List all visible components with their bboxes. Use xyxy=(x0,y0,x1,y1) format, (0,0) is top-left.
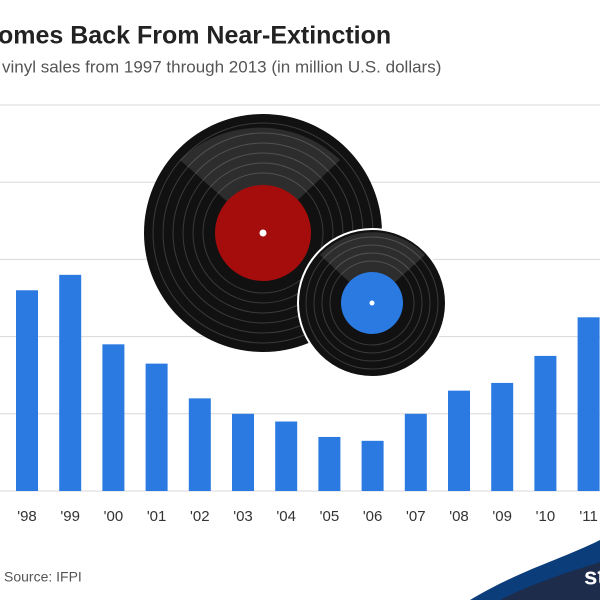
x-tick-label: '10 xyxy=(536,508,556,525)
bar xyxy=(404,413,427,491)
x-tick-label: '07 xyxy=(406,508,426,525)
bar xyxy=(534,355,557,491)
records-illustration xyxy=(144,114,447,378)
bar xyxy=(577,317,600,491)
x-tick-label: '01 xyxy=(147,508,167,525)
x-tick-label: '05 xyxy=(320,508,340,525)
x-tick-label: '06 xyxy=(363,508,383,525)
logo-band xyxy=(500,562,600,600)
chart-title: omes Back From Near-Extinction xyxy=(0,22,391,50)
bar xyxy=(275,421,298,491)
bar xyxy=(491,382,514,491)
x-tick-label: '00 xyxy=(104,508,124,525)
bar xyxy=(59,274,82,491)
bar xyxy=(145,363,168,491)
record-small-hole xyxy=(369,300,375,306)
bar xyxy=(188,398,211,491)
bars xyxy=(16,274,600,491)
chart-subtitle: vinyl sales from 1997 through 2013 (in m… xyxy=(2,57,441,76)
x-tick-label: '02 xyxy=(190,508,210,525)
bar xyxy=(102,344,125,491)
bar xyxy=(318,436,341,491)
bar xyxy=(448,390,470,491)
record-small-sheen xyxy=(320,232,425,303)
x-tick-label: '11 xyxy=(579,508,597,525)
bar xyxy=(232,413,254,491)
bar xyxy=(16,290,38,491)
record-small-grooves xyxy=(305,236,439,370)
record-large-sheen xyxy=(180,127,340,233)
x-tick-label: '08 xyxy=(449,508,469,525)
x-tick-label: '99 xyxy=(60,508,80,525)
bar xyxy=(361,440,384,491)
x-tick-label: '09 xyxy=(492,508,512,525)
x-tick-label: '03 xyxy=(233,508,253,525)
record-large-hole xyxy=(259,229,267,237)
source: Source: IFPI xyxy=(4,569,82,585)
x-tick-label: '98 xyxy=(17,508,37,525)
logo: st xyxy=(584,563,600,590)
x-tick-label: '04 xyxy=(276,508,296,525)
